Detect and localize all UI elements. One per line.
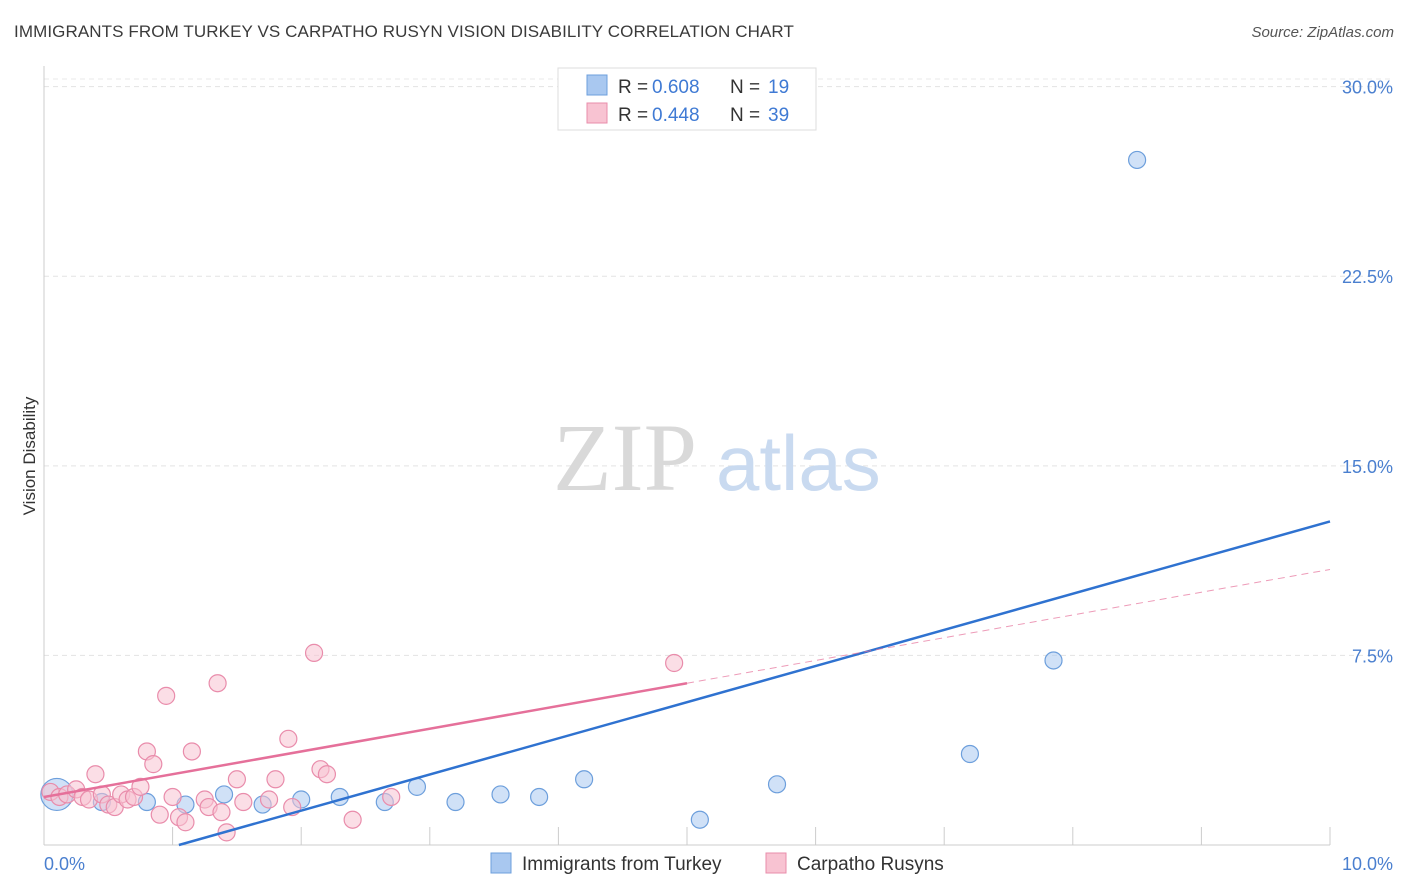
point-rusyn — [279, 729, 298, 748]
bottom-legend-label-turkey: Immigrants from Turkey — [522, 854, 722, 875]
bottom-legend-swatch-turkey — [490, 852, 512, 874]
legend-r-value: 0.448 — [652, 105, 700, 126]
point-rusyn — [382, 787, 401, 807]
bottom-legend-swatch-rusyn — [765, 852, 787, 874]
point-rusyn — [266, 770, 285, 789]
y-tick-label: 7.5% — [1352, 646, 1393, 666]
chart-title: IMMIGRANTS FROM TURKEY VS CARPATHO RUSYN… — [14, 22, 794, 41]
point-rusyn — [665, 653, 684, 673]
axes — [43, 66, 1331, 846]
watermark: ZIP atlas — [553, 404, 881, 511]
legend-r-label: R = — [618, 77, 648, 98]
legend-r-label: R = — [618, 105, 648, 126]
point-rusyn — [317, 765, 337, 784]
legend-r-value: 0.608 — [652, 77, 700, 98]
point-rusyn — [234, 792, 253, 812]
point-turkey — [575, 770, 594, 789]
point-rusyn — [150, 805, 169, 824]
point-turkey — [491, 785, 510, 804]
legend-swatch-rusyn — [586, 102, 608, 124]
point-turkey — [767, 775, 787, 794]
x-tick-label: 0.0% — [44, 854, 85, 874]
x-tick-label: 10.0% — [1342, 854, 1393, 874]
point-rusyn — [163, 787, 182, 807]
legend-n-value: 39 — [768, 105, 789, 126]
trend-line-rusyn — [43, 681, 688, 799]
point-rusyn — [259, 790, 279, 809]
point-rusyn — [86, 765, 105, 784]
legend-n-label: N = — [730, 105, 760, 126]
point-rusyn — [304, 643, 324, 662]
trend-lines — [43, 520, 1331, 847]
point-rusyn — [182, 742, 201, 761]
point-rusyn — [208, 674, 227, 693]
point-rusyn — [131, 777, 150, 796]
legend-swatch-turkey — [586, 74, 608, 96]
point-rusyn — [212, 803, 231, 822]
point-turkey — [1044, 651, 1063, 670]
point-rusyn — [157, 686, 176, 705]
legend-n-label: N = — [730, 77, 760, 98]
y-tick-label: 22.5% — [1342, 267, 1393, 287]
source-label: Source: ZipAtlas.com — [1251, 24, 1394, 41]
point-rusyn — [144, 755, 163, 774]
y-tick-label: 15.0% — [1342, 457, 1393, 477]
point-rusyn — [176, 813, 195, 832]
legend-n-value: 19 — [768, 77, 789, 98]
watermark-atlas: atlas — [716, 419, 881, 507]
point-turkey — [960, 744, 980, 764]
data-points — [40, 150, 1147, 842]
bottom-legend: Immigrants from Turkey Carpatho Rusyns — [490, 852, 944, 875]
legend: R = 0.608 N = 19 R = 0.448 N = 39 — [557, 67, 817, 131]
point-turkey — [1127, 150, 1147, 170]
grid-lines — [44, 78, 1392, 656]
point-rusyn — [227, 770, 246, 789]
tick-labels: 7.5% 15.0% 22.5% 30.0% 0.0% 10.0% — [44, 78, 1393, 874]
point-turkey — [530, 787, 549, 807]
trend-line-rusyn-extension — [686, 568, 1331, 684]
y-tick-label: 30.0% — [1342, 78, 1393, 98]
point-turkey — [446, 792, 465, 812]
point-rusyn — [343, 810, 362, 829]
bottom-legend-label-rusyn: Carpatho Rusyns — [797, 854, 944, 875]
watermark-zip: ZIP — [553, 404, 697, 511]
point-turkey — [690, 810, 709, 829]
point-turkey — [214, 785, 234, 804]
trend-line-turkey — [178, 520, 1331, 847]
y-axis-label: Vision Disability — [20, 396, 39, 515]
